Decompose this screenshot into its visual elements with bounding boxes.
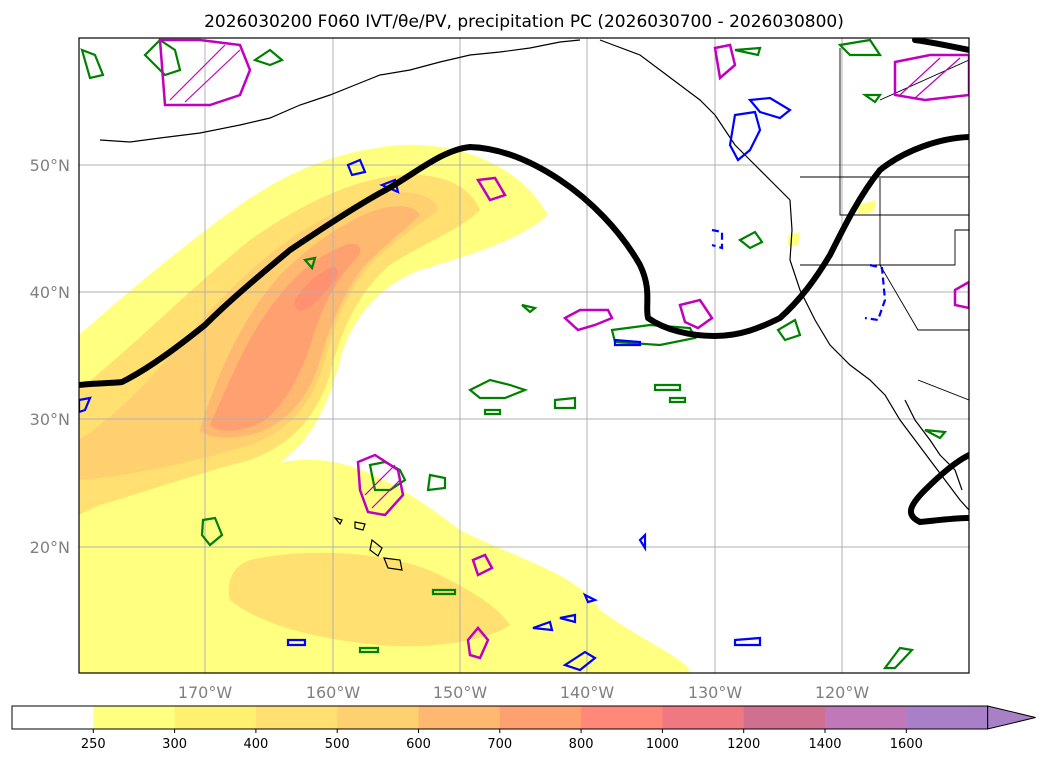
- colorbar-tick-label: 500: [325, 737, 350, 752]
- colorbar-segment: [93, 706, 176, 729]
- lon-label: 160°W: [306, 683, 361, 702]
- pv-2pvu-line: [79, 38, 969, 525]
- pv-hatch: [169, 44, 961, 509]
- lon-label: 150°W: [433, 683, 488, 702]
- colorbar-tick-label: 600: [406, 737, 431, 752]
- colorbar-segment: [337, 706, 419, 729]
- hawaii-2: [354, 521, 366, 531]
- lat-label: 30°N: [30, 410, 70, 429]
- colorbar-segment: [825, 706, 907, 729]
- colorbar-segment: [255, 706, 338, 729]
- colorbar-segment: [743, 706, 826, 729]
- alaska-coast: [99, 39, 581, 143]
- alaska-panhandle: [599, 39, 716, 116]
- precip-contours: [79, 96, 887, 672]
- pv-contours: [158, 38, 969, 660]
- hawaii-4: [383, 557, 403, 571]
- colorbar-segment: [174, 706, 257, 729]
- state-borders: [800, 178, 969, 331]
- colorbar-tick-label: 1400: [808, 737, 841, 752]
- us-mexico-border: [917, 379, 969, 401]
- hawaii-1: [333, 516, 343, 526]
- colorbar: 250 300 400 500 600 700 800 1000 1200 1400 1600: [11, 705, 1036, 752]
- colorbar-tick-label: 250: [81, 737, 106, 752]
- graticule: [79, 38, 969, 673]
- bc-coast: [714, 114, 791, 201]
- ivt-small-patch: [858, 200, 876, 214]
- figure-title: 2026030200 F060 IVT/θe/PV, precipitation…: [204, 12, 844, 32]
- lon-label: 170°W: [178, 683, 233, 702]
- ivt-shading: [79, 144, 876, 673]
- map-frame: [78, 37, 970, 674]
- colorbar-tick-label: 1600: [890, 737, 923, 752]
- hawaii-3: [369, 538, 383, 557]
- colorbar-segment: [499, 706, 582, 729]
- lat-label: 20°N: [30, 538, 70, 557]
- lat-label: 40°N: [30, 283, 70, 302]
- colorbar-tick-label: 1200: [727, 737, 760, 752]
- lon-label: 130°W: [688, 683, 743, 702]
- colorbar-tick-label: 700: [487, 737, 512, 752]
- map-panel: 170°W 160°W 150°W 140°W 130°W 120°W 50°N…: [30, 37, 970, 702]
- colorbar-tick-label: 400: [243, 737, 268, 752]
- colorbar-tick-label: 800: [569, 737, 594, 752]
- lat-labels: 50°N 40°N 30°N 20°N: [30, 156, 70, 557]
- colorbar-tick-label: 1000: [646, 737, 679, 752]
- colorbar-tick-label: 300: [162, 737, 187, 752]
- ivt-band-400-south: [228, 552, 511, 647]
- colorbar-segment: [581, 706, 663, 729]
- lon-label: 140°W: [560, 683, 615, 702]
- colorbar-segment: [12, 706, 94, 729]
- ivt-band-1200: [294, 267, 338, 311]
- colorbar-extend-max: [987, 705, 1036, 730]
- lat-label: 50°N: [30, 156, 70, 175]
- colorbar-segment: [418, 706, 501, 729]
- lon-label: 120°W: [815, 683, 870, 702]
- lon-labels: 170°W 160°W 150°W 140°W 130°W 120°W: [178, 683, 870, 702]
- colorbar-segment: [906, 706, 989, 729]
- baja-coast: [904, 399, 963, 491]
- colorbar-segment: [662, 706, 745, 729]
